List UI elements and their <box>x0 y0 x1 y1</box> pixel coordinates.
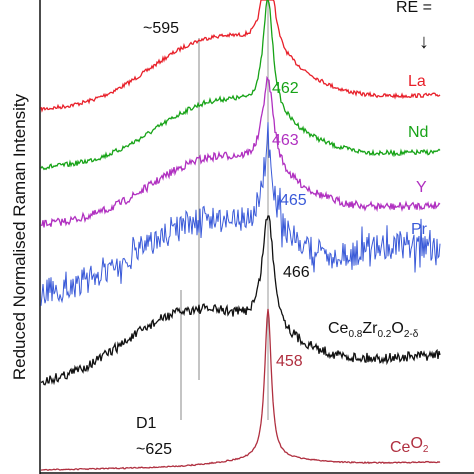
series-label-ceo2: CeO2 <box>390 435 429 456</box>
legend-arrow: ↓ <box>419 31 429 53</box>
annotation-625: ~625 <box>136 441 172 458</box>
series-label-y: Y <box>416 179 427 196</box>
peak-label-465: 465 <box>280 192 307 209</box>
y-axis-label: Reduced Normalised Raman Intensity <box>10 93 29 380</box>
series-line-0 <box>40 0 441 113</box>
peak-label-462: 462 <box>272 80 299 97</box>
peak-label-463: 463 <box>272 132 299 149</box>
annotation-595: ~595 <box>143 20 179 37</box>
annotation-d1: D1 <box>136 415 157 432</box>
peak-label-466: 466 <box>283 264 310 281</box>
legend-title: RE = <box>396 0 432 16</box>
peak-label-458: 458 <box>276 353 303 370</box>
series-line-2 <box>40 75 441 228</box>
series-line-3 <box>40 122 441 306</box>
series-label-nd: Nd <box>408 124 428 141</box>
series-line-4 <box>40 215 441 386</box>
series-label-cezro: Ce0.8Zr0.2O2-δ <box>328 320 419 340</box>
series-label-pr: Pr <box>411 221 428 238</box>
series-label-la: La <box>408 73 426 90</box>
series-line-1 <box>40 0 441 171</box>
series-line-5 <box>40 308 441 472</box>
series-curves <box>40 0 441 472</box>
